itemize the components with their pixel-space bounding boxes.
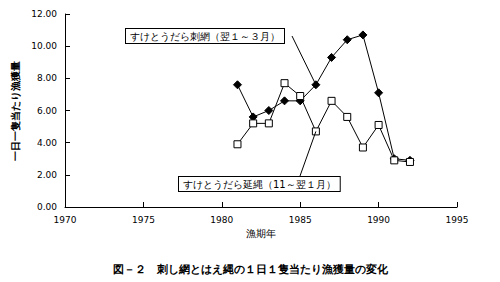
svg-text:8.00: 8.00	[37, 73, 57, 83]
svg-text:1980: 1980	[210, 215, 233, 225]
svg-text:1985: 1985	[289, 215, 312, 225]
svg-text:一日一隻当たり漁獲量: 一日一隻当たり漁獲量	[10, 61, 21, 161]
svg-text:2.00: 2.00	[37, 170, 57, 180]
svg-text:漁期年: 漁期年	[246, 228, 276, 239]
svg-text:1990: 1990	[367, 215, 390, 225]
svg-text:すけとうだら延縄（11～翌１月）: すけとうだら延縄（11～翌１月）	[183, 179, 336, 190]
svg-text:4.00: 4.00	[37, 138, 57, 148]
svg-text:10.00: 10.00	[31, 41, 57, 51]
svg-text:12.00: 12.00	[31, 9, 57, 19]
svg-text:図－２ 刺し網とはえ縄の１日１隻当たり漁獲量の変化: 図－２ 刺し網とはえ縄の１日１隻当たり漁獲量の変化	[113, 263, 389, 276]
svg-text:6.00: 6.00	[37, 106, 57, 116]
svg-text:1970: 1970	[54, 215, 77, 225]
svg-text:1995: 1995	[446, 215, 469, 225]
svg-text:すけとうだら刺網（翌１～３月）: すけとうだら刺網（翌１～３月）	[130, 31, 280, 42]
svg-text:0.00: 0.00	[37, 202, 57, 212]
svg-text:1975: 1975	[132, 215, 155, 225]
